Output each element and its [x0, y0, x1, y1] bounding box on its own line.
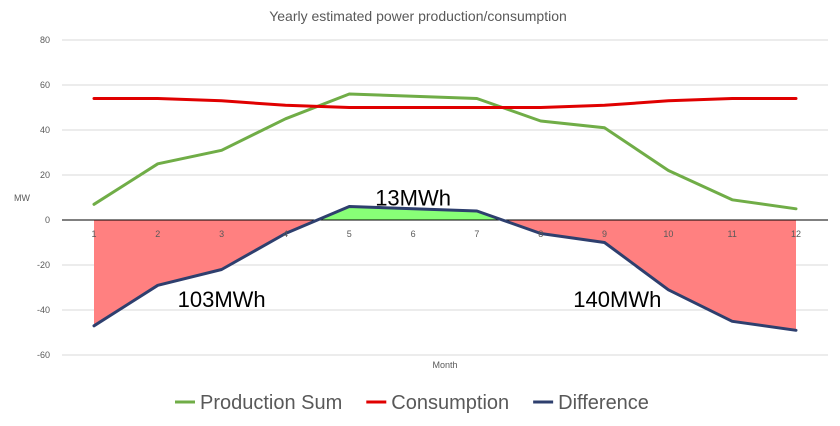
legend-label-consumption: Consumption: [391, 392, 509, 414]
legend-label-difference: Difference: [558, 392, 649, 414]
x-tick-labels: 1 2 3 4 5 6 7 8 9 10 11 12: [91, 229, 801, 239]
y-tick-label: 0: [45, 215, 50, 225]
annotation-label: 13MWh: [375, 186, 451, 211]
x-tick-label: 4: [283, 229, 288, 239]
annotation-label: 103MWh: [178, 287, 266, 312]
series-line-consumption: [92, 97, 798, 109]
series-line-production-sum: [92, 92, 798, 211]
x-tick-label: 9: [602, 229, 607, 239]
surplus-area: [317, 206, 503, 220]
y-tick-labels: -60 -40 -20 0 20 40 60 80: [37, 35, 50, 360]
legend-label-production-sum: Production Sum: [200, 392, 342, 414]
annotation-label: 140MWh: [573, 287, 661, 312]
x-tick-label: 3: [219, 229, 224, 239]
y-tick-label: 60: [40, 80, 50, 90]
y-tick-label: 80: [40, 35, 50, 45]
annotations: 13MWh 103MWh 140MWh: [178, 186, 662, 312]
x-axis-label: Month: [432, 360, 457, 370]
y-tick-label: -40: [37, 305, 50, 315]
y-tick-label: 40: [40, 125, 50, 135]
y-tick-label: -20: [37, 260, 50, 270]
x-tick-label: 1: [91, 229, 96, 239]
x-tick-label: 11: [728, 229, 737, 239]
x-tick-label: 8: [538, 229, 543, 239]
x-tick-label: 5: [347, 229, 352, 239]
series-line-difference: [92, 205, 798, 332]
x-tick-label: 6: [411, 229, 416, 239]
chart-title: Yearly estimated power production/consum…: [269, 8, 567, 24]
x-tick-label: 10: [663, 229, 673, 239]
x-tick-label: 12: [791, 229, 801, 239]
series-lines: [92, 92, 798, 332]
y-tick-label: -60: [37, 350, 50, 360]
y-axis-label: MW: [14, 193, 30, 203]
legend: Production Sum Consumption Difference: [175, 392, 649, 414]
x-tick-label: 7: [474, 229, 479, 239]
x-tick-label: 2: [155, 229, 160, 239]
y-tick-label: 20: [40, 170, 50, 180]
